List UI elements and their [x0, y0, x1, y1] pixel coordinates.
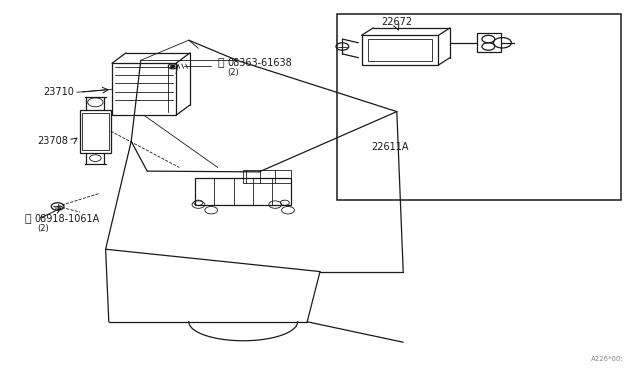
- Text: 22672: 22672: [381, 17, 412, 26]
- Text: 08918-1061A: 08918-1061A: [35, 215, 100, 224]
- Text: A226*00:: A226*00:: [591, 356, 624, 362]
- Text: (2): (2): [37, 224, 49, 233]
- Text: Ⓢ: Ⓢ: [218, 58, 224, 68]
- Text: 23710: 23710: [44, 87, 74, 97]
- Bar: [82, 113, 109, 150]
- Bar: [362, 35, 438, 65]
- Bar: [243, 170, 291, 183]
- Text: 08363-61638: 08363-61638: [228, 58, 292, 68]
- Circle shape: [171, 65, 175, 67]
- Text: (2): (2): [227, 68, 239, 77]
- Text: 22611A: 22611A: [371, 142, 409, 152]
- Bar: [80, 110, 111, 153]
- Bar: [112, 63, 176, 115]
- Bar: [337, 14, 621, 200]
- Bar: [477, 33, 501, 52]
- Text: 23708: 23708: [37, 136, 68, 145]
- Bar: [195, 178, 291, 205]
- Text: Ⓝ: Ⓝ: [24, 215, 31, 224]
- Bar: [368, 39, 432, 61]
